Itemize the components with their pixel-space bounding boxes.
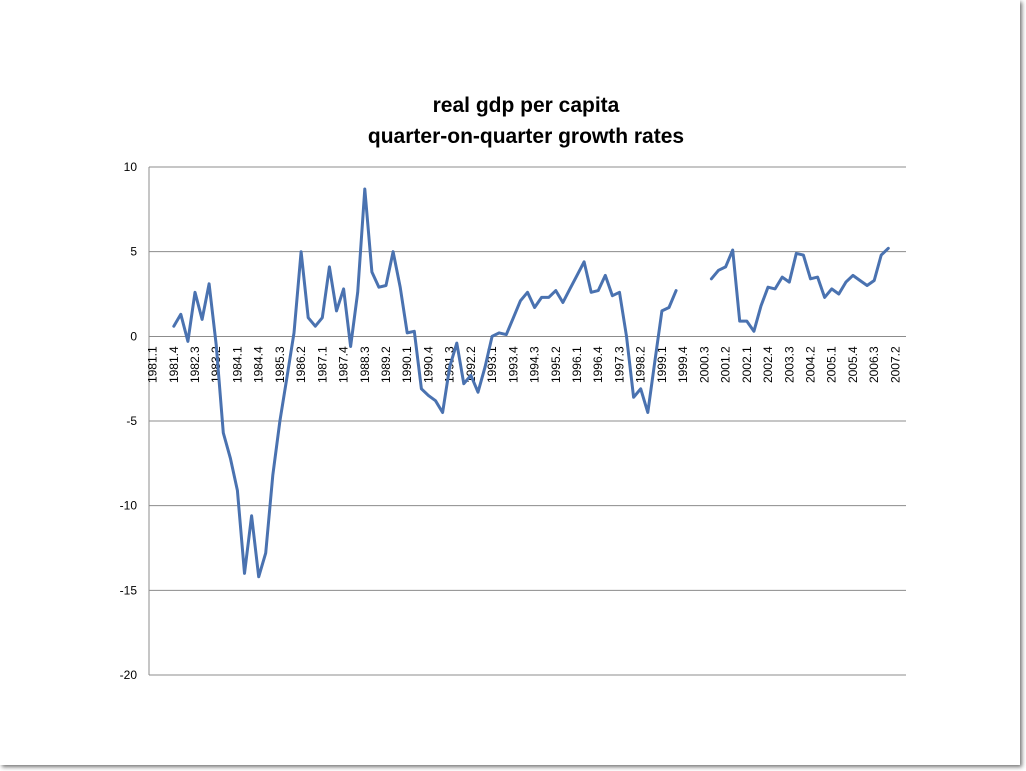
x-tick-label: 1982.3: [188, 346, 202, 383]
x-tick-label: 1986.2: [294, 346, 308, 383]
x-tick-label: 2006.3: [867, 346, 881, 383]
x-tick-label: 1994.3: [528, 346, 542, 383]
x-tick-label: 2003.3: [782, 346, 796, 383]
x-tick-label: 1995.2: [549, 346, 563, 383]
x-tick-label: 2000.3: [697, 346, 711, 383]
x-tick-label: 1981.4: [167, 346, 181, 383]
x-tick-label: 2004.2: [803, 346, 817, 383]
series-line: [709, 246, 890, 333]
x-tick-label: 1987.1: [315, 346, 329, 383]
x-tick-label: 2001.2: [719, 346, 733, 383]
y-tick-label: 10: [124, 160, 138, 174]
y-tick-labels: 10 5 0 -5 -10 -15 -20: [120, 160, 138, 682]
y-tick-label: 5: [130, 245, 137, 259]
x-tick-label: 1999.1: [655, 346, 669, 383]
y-tick-label: -5: [126, 414, 137, 428]
y-tick-label: 0: [130, 329, 137, 343]
x-tick-labels: 1981.1 1981.4 1982.3 1983.2 1984.1 1984.4 1985…: [146, 346, 903, 383]
x-tick-label: 1981.1: [146, 346, 160, 383]
x-tick-label: 1997.3: [612, 346, 626, 383]
x-tick-label: 1996.4: [591, 346, 605, 383]
chart-title-line: real gdp per capita: [433, 94, 620, 117]
x-tick-label: 2007.2: [888, 346, 902, 383]
gridlines: [149, 166, 906, 676]
x-tick-label: 1990.4: [421, 346, 435, 383]
chart-title-line: quarter-on-quarter growth rates: [368, 125, 684, 148]
x-tick-label: 1985.3: [273, 346, 287, 383]
x-tick-label: 1993.4: [506, 346, 520, 383]
x-tick-label: 1996.1: [570, 346, 584, 383]
y-tick-label: -20: [120, 668, 138, 682]
x-tick-label: 1987.4: [337, 346, 351, 383]
y-tick-label: -15: [120, 583, 138, 597]
x-tick-label: 1984.1: [230, 346, 244, 383]
x-tick-label: 1989.2: [379, 346, 393, 383]
x-tick-label: 2005.4: [846, 346, 860, 383]
series-lines: [172, 187, 890, 579]
x-tick-label: 1992.2: [464, 346, 478, 383]
x-tick-label: 2002.4: [761, 346, 775, 383]
chart-title: real gdp per capita quarter-on-quarter gr…: [368, 94, 684, 148]
y-tick-label: -10: [120, 499, 138, 513]
x-tick-label: 2002.1: [740, 346, 754, 383]
x-tick-label: 1988.3: [358, 346, 372, 383]
x-tick-label: 1998.2: [634, 346, 648, 383]
x-tick-label: 1984.4: [252, 346, 266, 383]
series-line: [172, 187, 678, 579]
x-tick-label: 2005.1: [825, 346, 839, 383]
x-tick-label: 1999.4: [676, 346, 690, 383]
x-tick-label: 1990.1: [400, 346, 414, 383]
